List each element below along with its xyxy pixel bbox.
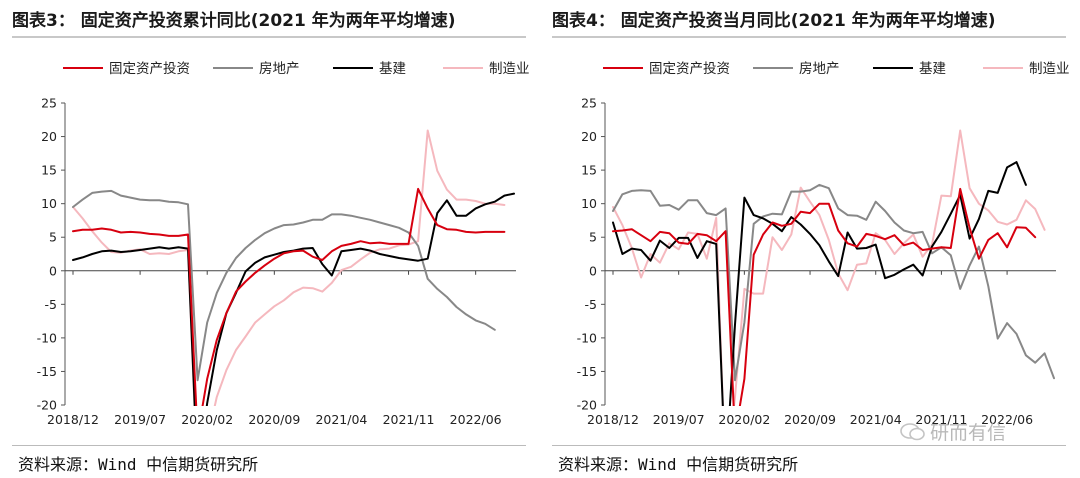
source-rule — [552, 445, 1066, 446]
y-tick-label: -5 — [585, 297, 597, 312]
y-tick-label: 0 — [589, 263, 597, 278]
y-tick-label: 25 — [41, 96, 57, 111]
series-line — [612, 161, 1027, 406]
x-tick-label: 2020/02 — [181, 412, 233, 427]
series-group — [612, 129, 1055, 406]
y-tick-label: 25 — [581, 96, 597, 111]
y-tick-label: -15 — [37, 364, 57, 379]
title-rule — [552, 36, 1066, 38]
y-tick-label: 0 — [49, 263, 57, 278]
y-tick-label: -10 — [577, 330, 597, 345]
x-tick-label: 2021/11 — [383, 412, 435, 427]
x-tick-label: 2020/09 — [248, 412, 300, 427]
source-note: 资料来源：Wind 中信期货研究所 — [558, 455, 799, 474]
x-tick-label: 2018/12 — [47, 412, 99, 427]
legend-label: 固定资产投资 — [109, 61, 190, 77]
x-tick-label: 2021/04 — [315, 412, 367, 427]
x-tick-label: 2021/11 — [915, 412, 967, 427]
series-line — [72, 129, 506, 406]
legend-label: 房地产 — [799, 61, 840, 77]
x-tick-label: 2022/06 — [450, 412, 502, 427]
y-tick-label: 20 — [41, 129, 57, 144]
series-line — [612, 187, 1037, 406]
x-tick-label: 2020/02 — [718, 412, 770, 427]
x-tick-label: 2021/04 — [850, 412, 902, 427]
y-tick-label: 5 — [49, 230, 57, 245]
wechat-icon — [900, 423, 925, 441]
series-line — [72, 192, 515, 406]
y-tick-label: 10 — [581, 196, 597, 211]
y-tick-label: -10 — [37, 330, 57, 345]
y-tick-label: 20 — [581, 129, 597, 144]
watermark: 研而有信 — [900, 418, 1006, 445]
x-tick-label: 2022/06 — [981, 412, 1033, 427]
legend-label: 基建 — [919, 60, 946, 77]
y-tick-label: 5 — [589, 230, 597, 245]
series-line — [72, 189, 496, 382]
figure-title: 图表3： 固定资产投资累计同比(2021 年为两年平均增速) — [12, 11, 456, 31]
x-tick-label: 2019/07 — [653, 412, 705, 427]
y-tick-label: 10 — [41, 196, 57, 211]
title-rule — [12, 36, 526, 38]
source-note: 资料来源：Wind 中信期货研究所 — [18, 455, 259, 474]
figure-title: 图表4： 固定资产投资当月同比(2021 年为两年平均增速) — [552, 11, 996, 31]
y-tick-label: -20 — [37, 398, 57, 413]
y-tick-label: 15 — [41, 163, 57, 178]
y-tick-label: -20 — [577, 398, 597, 413]
x-tick-label: 2018/12 — [587, 412, 639, 427]
y-tick-label: -5 — [45, 297, 57, 312]
chart-panel-monthly: 图表4： 固定资产投资当月同比(2021 年为两年平均增速) 25 20 15 10 5… — [540, 0, 1076, 478]
legend-label: 制造业 — [489, 61, 530, 77]
y-tick-label: -15 — [577, 364, 597, 379]
chart-panel-cumulative: 图表3： 固定资产投资累计同比(2021 年为两年平均增速) 25 20 15 10 5… — [0, 0, 536, 478]
legend-label: 基建 — [379, 60, 406, 77]
x-tick-label: 2020/09 — [784, 412, 836, 427]
series-group — [72, 129, 515, 406]
source-rule — [12, 445, 526, 446]
x-tick-label: 2019/07 — [114, 412, 166, 427]
legend-label: 房地产 — [259, 61, 300, 77]
legend-label: 固定资产投资 — [649, 61, 730, 77]
series-line — [72, 187, 506, 406]
watermark-text: 研而有信 — [930, 422, 1007, 444]
series-line — [612, 183, 1055, 382]
legend-label: 制造业 — [1029, 61, 1070, 77]
y-tick-label: 15 — [581, 163, 597, 178]
